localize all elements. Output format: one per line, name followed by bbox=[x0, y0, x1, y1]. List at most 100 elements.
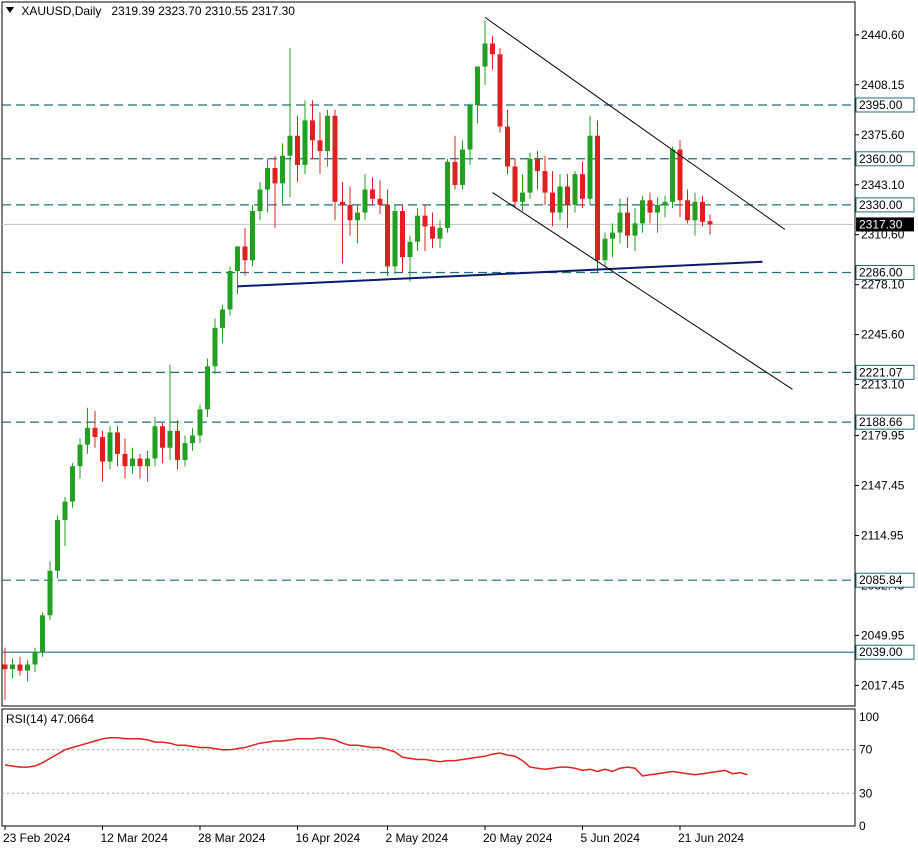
level-tag bbox=[855, 151, 915, 167]
candle-body bbox=[640, 200, 645, 224]
candle-body bbox=[677, 149, 683, 201]
candle-body bbox=[437, 227, 443, 239]
candle-body bbox=[355, 212, 360, 221]
candle-body bbox=[130, 458, 135, 467]
candle-body bbox=[310, 120, 315, 141]
candle-body bbox=[160, 426, 165, 448]
candle-body bbox=[190, 435, 195, 444]
level-tag bbox=[855, 265, 915, 281]
x-tick-label: 23 Feb 2024 bbox=[3, 831, 71, 845]
candle-body bbox=[115, 432, 120, 454]
candle-body bbox=[430, 226, 435, 239]
candle-body bbox=[235, 246, 240, 271]
candle-body bbox=[32, 652, 38, 665]
candle-body bbox=[407, 241, 413, 258]
candle-body bbox=[265, 168, 270, 190]
candle-body bbox=[332, 115, 338, 202]
rsi-scale-label: 70 bbox=[859, 743, 873, 757]
level-tag bbox=[855, 97, 915, 113]
x-tick-label: 5 Jun 2024 bbox=[581, 831, 641, 845]
level-tag bbox=[855, 414, 915, 430]
x-tick-label: 20 May 2024 bbox=[483, 831, 553, 845]
dropdown-triangle-icon[interactable] bbox=[6, 7, 14, 13]
candle-body bbox=[242, 246, 248, 261]
candle-body bbox=[647, 200, 653, 213]
candle-body bbox=[122, 453, 128, 467]
x-tick-label: 21 Jun 2024 bbox=[678, 831, 744, 845]
candle-body bbox=[520, 192, 525, 202]
candle-body bbox=[655, 204, 660, 213]
candle-body bbox=[497, 54, 503, 127]
y-tick-label: 2408.15 bbox=[861, 78, 905, 92]
current-price-label: 2317.30 bbox=[859, 217, 903, 231]
rsi-panel-frame bbox=[1, 708, 856, 827]
channel-upper-line bbox=[484, 16, 786, 230]
rsi-scale-label: 30 bbox=[859, 786, 873, 800]
y-tick-label: 2017.45 bbox=[861, 678, 905, 692]
candle-body bbox=[595, 135, 600, 261]
candle-body bbox=[692, 201, 698, 221]
candle-body bbox=[62, 501, 68, 521]
candle-body bbox=[302, 120, 308, 165]
candle-body bbox=[2, 664, 8, 670]
y-tick-label: 2440.60 bbox=[861, 28, 905, 42]
candle-body bbox=[377, 198, 383, 205]
level-label: 2039.00 bbox=[859, 645, 903, 659]
x-tick-label: 28 Mar 2024 bbox=[198, 831, 266, 845]
candle-body bbox=[400, 211, 405, 258]
y-tick-label: 2375.60 bbox=[861, 128, 905, 142]
candle-body bbox=[482, 43, 488, 67]
y-tick-label: 2049.95 bbox=[861, 628, 905, 642]
y-tick-label: 2179.95 bbox=[861, 429, 905, 443]
candle-body bbox=[85, 427, 90, 445]
candle-body bbox=[55, 520, 60, 571]
candle-body bbox=[47, 570, 53, 616]
y-tick-label: 2278.10 bbox=[861, 278, 905, 292]
y-tick-label: 2213.10 bbox=[861, 378, 905, 392]
level-label: 2286.00 bbox=[859, 266, 903, 280]
candle-body bbox=[670, 149, 675, 202]
candle-body bbox=[272, 168, 278, 184]
candle-body bbox=[662, 201, 668, 205]
current-price-tag bbox=[856, 217, 914, 232]
y-tick-label: 2114.95 bbox=[861, 528, 904, 542]
candle-body bbox=[587, 135, 593, 199]
candle-body bbox=[10, 664, 15, 670]
support-trendline bbox=[237, 260, 763, 288]
candle-body bbox=[152, 426, 158, 459]
candle-body bbox=[580, 174, 585, 199]
candle-body bbox=[145, 458, 150, 467]
candle-body bbox=[385, 204, 390, 267]
level-label: 2188.66 bbox=[859, 415, 903, 429]
candle-body bbox=[512, 166, 518, 202]
y-tick-label: 2343.10 bbox=[861, 178, 905, 192]
level-tag bbox=[855, 364, 915, 380]
candle-body bbox=[340, 201, 345, 205]
candle-body bbox=[565, 186, 570, 205]
candle-body bbox=[392, 211, 398, 267]
candle-body bbox=[227, 270, 233, 310]
candle-body bbox=[205, 366, 210, 410]
candle-body bbox=[40, 615, 45, 653]
y-tick-label: 2147.45 bbox=[861, 479, 905, 493]
x-tick-label: 12 Mar 2024 bbox=[101, 831, 169, 845]
candle-body bbox=[362, 189, 368, 213]
candle-body bbox=[490, 43, 495, 55]
candle-body bbox=[557, 186, 563, 213]
open-value: 2319.39 bbox=[111, 4, 155, 18]
candle-body bbox=[475, 66, 480, 105]
candle-body bbox=[280, 155, 285, 184]
level-tag bbox=[855, 572, 915, 588]
candle-body bbox=[92, 427, 98, 438]
close-value: 2317.30 bbox=[251, 4, 295, 18]
candle-body bbox=[610, 232, 615, 239]
candle-body bbox=[550, 192, 555, 213]
candle-body bbox=[422, 215, 428, 227]
candle-body bbox=[527, 158, 533, 193]
candle-body bbox=[295, 135, 300, 165]
candle-body bbox=[572, 174, 578, 205]
level-tag bbox=[855, 644, 915, 660]
level-label: 2221.07 bbox=[859, 365, 903, 379]
candle-body bbox=[625, 212, 630, 236]
